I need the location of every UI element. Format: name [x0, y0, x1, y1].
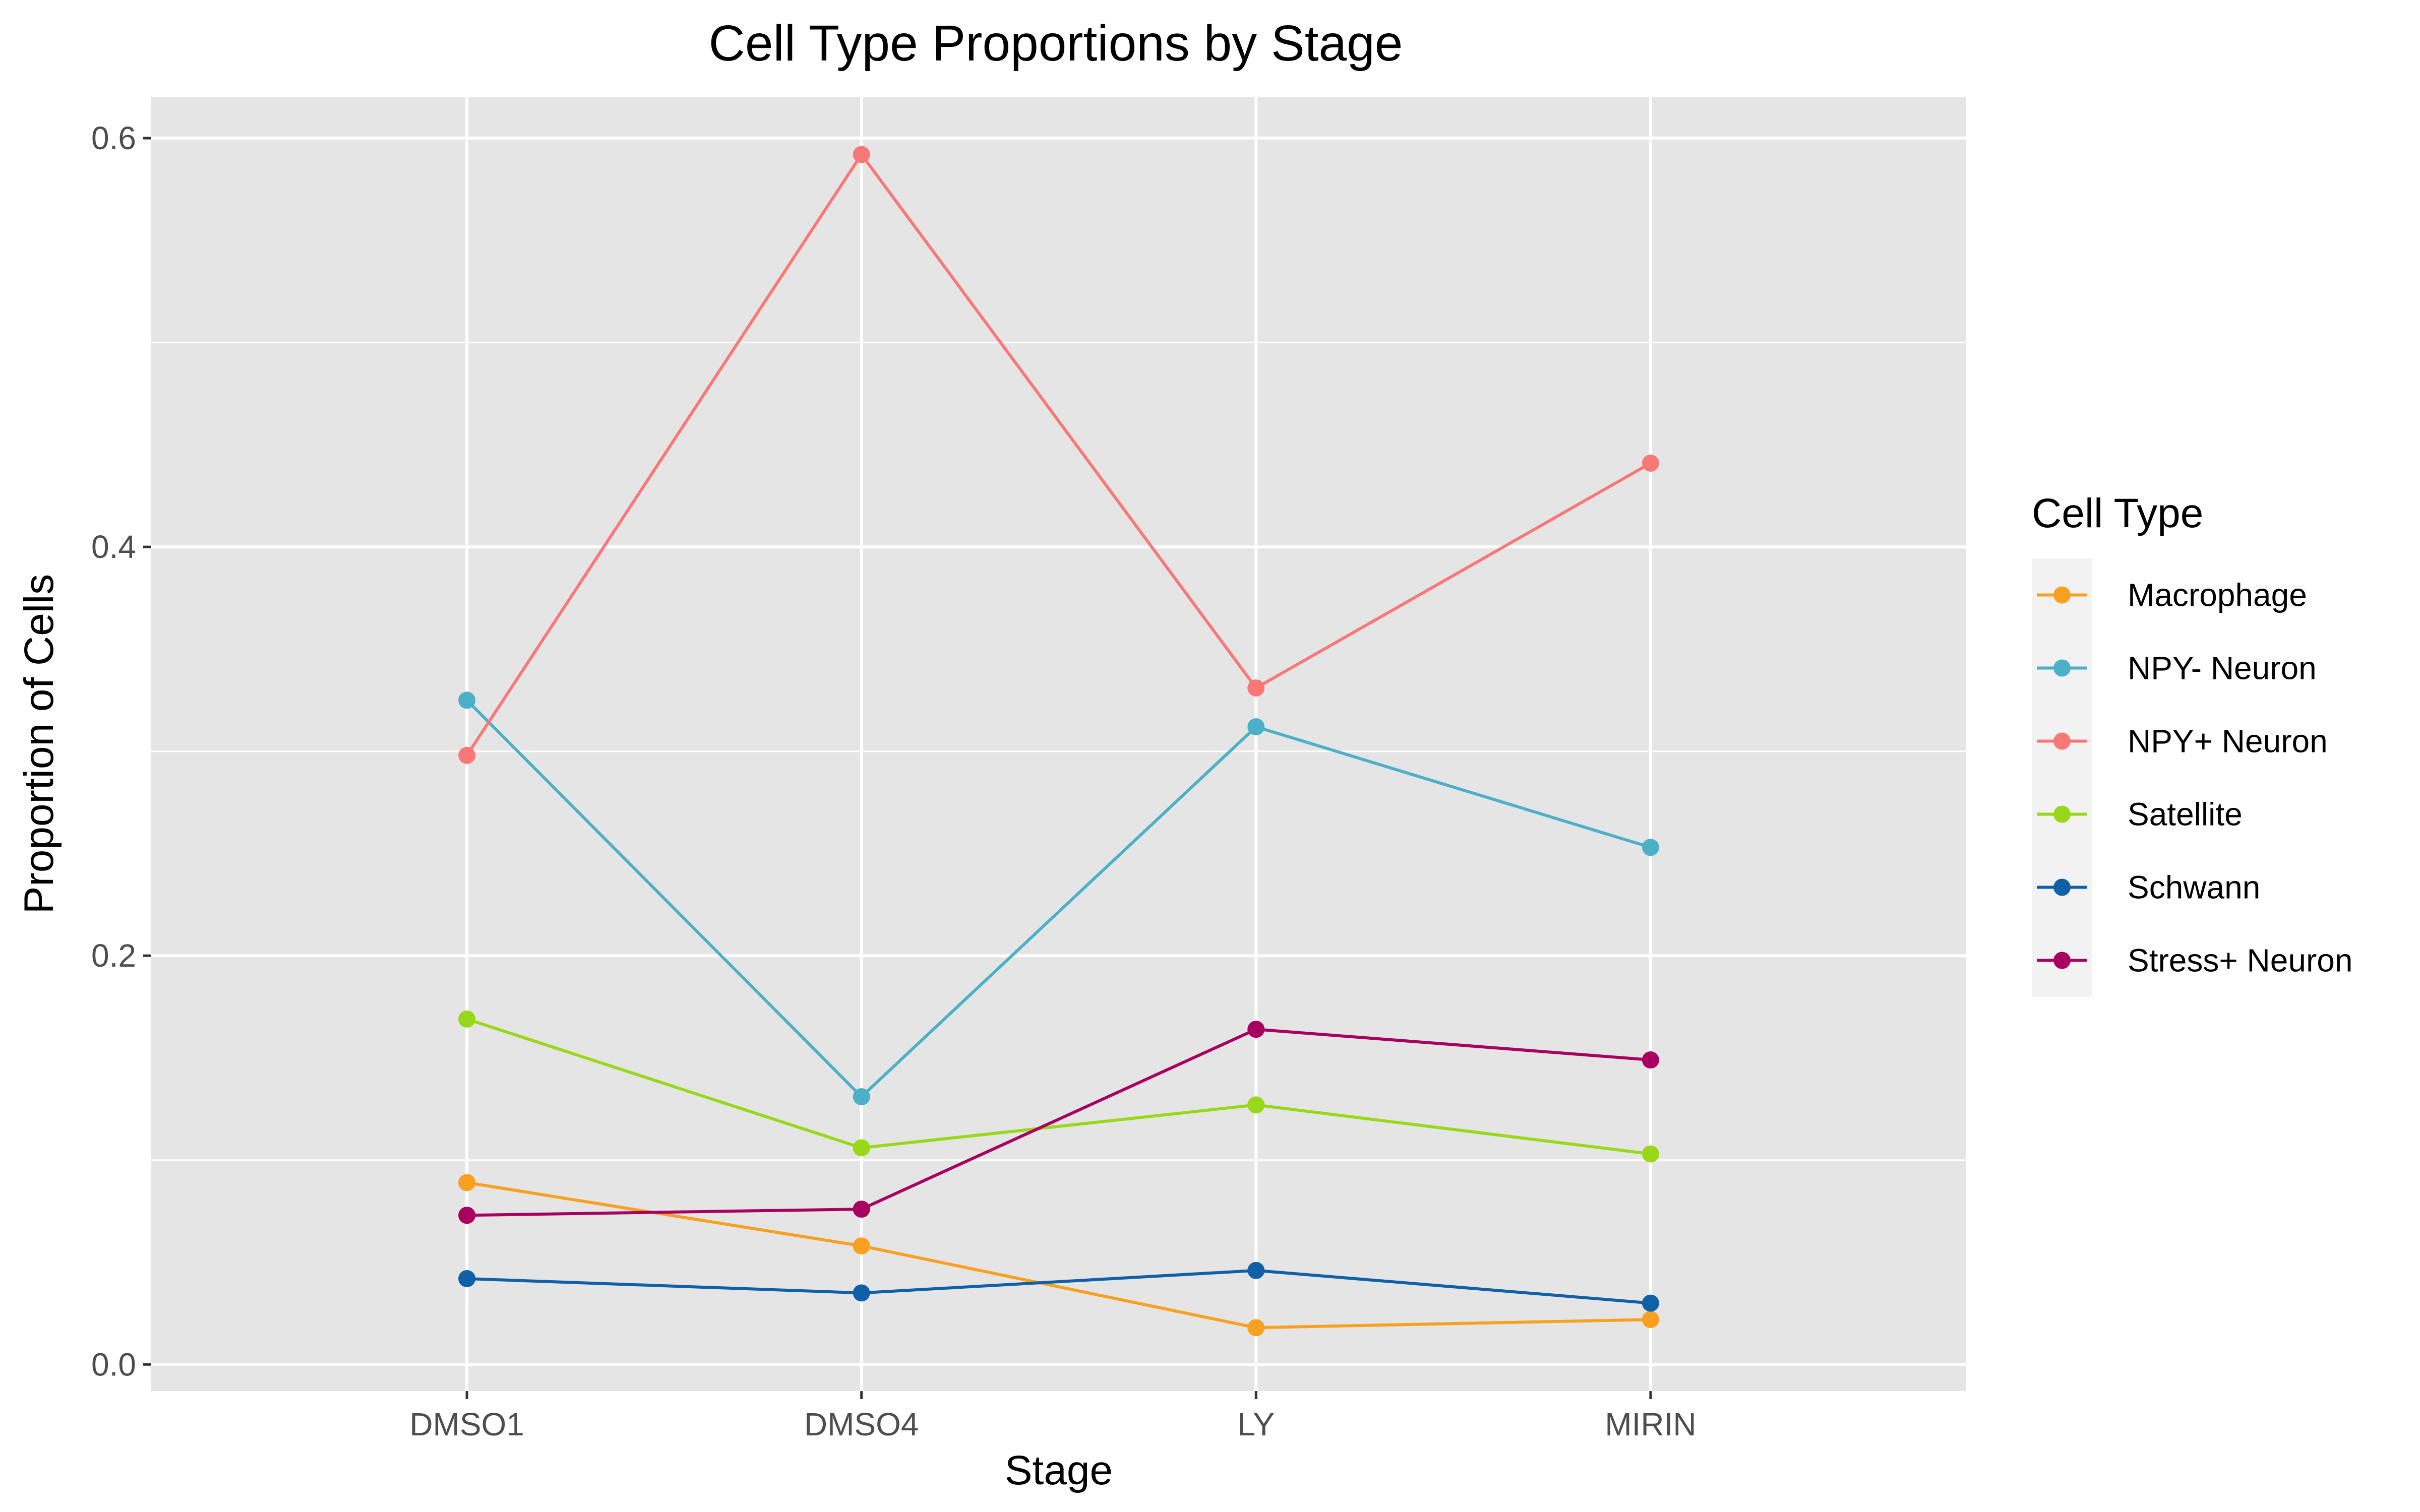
legend-key-point-stress-neuron	[2053, 952, 2071, 969]
legend-key-point-satellite	[2053, 805, 2071, 823]
data-point-npy-neuron	[458, 746, 476, 764]
data-point-npy-neuron	[853, 146, 870, 163]
legend-key-background	[2032, 558, 2092, 997]
axis-labels: 0.0 0.2 0.4 0.6 DMSO1 DMSO4 LY MIRIN	[91, 120, 1697, 1442]
data-point-npy-neuron	[1642, 839, 1659, 856]
data-point-npy-neuron	[1247, 679, 1265, 697]
data-point-npy-neuron	[1642, 454, 1659, 472]
series-layer	[458, 146, 1659, 1337]
y-tick-label: 0.0	[91, 1346, 136, 1382]
data-point-macrophage	[458, 1174, 476, 1191]
series-line-schwann	[466, 1269, 1651, 1305]
data-point-satellite	[1642, 1145, 1659, 1163]
x-tick-label: MIRIN	[1605, 1406, 1696, 1442]
x-tick-label: DMSO1	[409, 1406, 524, 1442]
data-point-schwann	[458, 1270, 476, 1287]
data-point-satellite	[458, 1010, 476, 1028]
data-point-stress-neuron	[1247, 1021, 1265, 1038]
data-point-satellite	[1247, 1096, 1265, 1114]
data-point-macrophage	[1247, 1319, 1265, 1337]
y-axis-title: Proportion of Cells	[16, 574, 62, 914]
legend-label-satellite: Satellite	[2128, 796, 2243, 833]
grid-lines	[151, 97, 1966, 1391]
series-schwann	[458, 1262, 1659, 1312]
data-point-macrophage	[1642, 1311, 1659, 1329]
series-npy-neuron	[458, 146, 1659, 764]
legend-title: Cell Type	[2032, 490, 2203, 536]
data-point-schwann	[1642, 1294, 1659, 1312]
legend-label-npy-neuron: NPY- Neuron	[2128, 650, 2317, 686]
data-point-schwann	[853, 1284, 870, 1302]
x-tick-label: DMSO4	[804, 1406, 919, 1442]
plot-panel	[151, 97, 1966, 1391]
y-tick-label: 0.2	[91, 937, 136, 974]
data-point-satellite	[853, 1139, 870, 1157]
x-tick-label: LY	[1238, 1406, 1275, 1442]
data-point-macrophage	[853, 1237, 870, 1255]
series-line-macrophage	[466, 1181, 1651, 1330]
legend-label-schwann: Schwann	[2128, 869, 2260, 906]
chart-title: Cell Type Proportions by Stage	[709, 15, 1403, 72]
series-line-satellite	[466, 1018, 1651, 1156]
legend-key-point-macrophage	[2053, 586, 2071, 604]
series-line-stress-neuron	[467, 1028, 1651, 1217]
legend-key-point-npy-neuron	[2053, 732, 2071, 750]
series-stress-neuron	[458, 1021, 1659, 1224]
x-axis-title: Stage	[1005, 1447, 1113, 1493]
legend-label-npy-neuron: NPY+ Neuron	[2128, 723, 2328, 760]
data-point-npy-neuron	[458, 691, 476, 709]
y-tick-label: 0.6	[91, 120, 136, 156]
series-npy-neuron	[458, 691, 1659, 1106]
data-point-schwann	[1247, 1262, 1265, 1279]
series-line-npy-neuron	[465, 699, 1651, 1099]
series-line-npy-neuron	[465, 153, 1652, 757]
legend-key-point-npy-neuron	[2053, 659, 2071, 677]
data-point-stress-neuron	[458, 1207, 476, 1224]
data-point-npy-neuron	[1247, 718, 1265, 736]
data-point-npy-neuron	[853, 1088, 870, 1106]
series-satellite	[458, 1010, 1659, 1163]
data-point-stress-neuron	[1642, 1051, 1659, 1069]
legend-key-point-schwann	[2053, 878, 2071, 896]
series-macrophage	[458, 1174, 1659, 1337]
legend-label-stress-neuron: Stress+ Neuron	[2128, 942, 2352, 979]
data-point-stress-neuron	[853, 1201, 870, 1218]
legend: Cell Type Macrophage NPY- Neuron NPY+ Neur…	[2032, 490, 2352, 997]
legend-label-macrophage: Macrophage	[2128, 577, 2307, 613]
y-tick-label: 0.4	[91, 529, 136, 565]
